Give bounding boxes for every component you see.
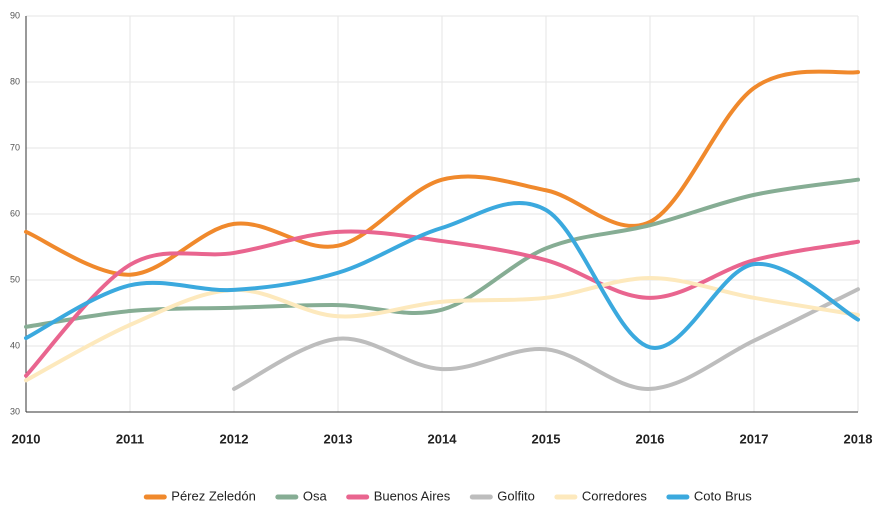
x-tick-label: 2014 [428, 431, 458, 446]
series-line [24, 276, 860, 383]
x-tick-label: 2010 [12, 431, 41, 446]
legend-label: Corredores [582, 488, 648, 503]
x-tick-label: 2011 [116, 431, 144, 446]
series-line [24, 69, 860, 277]
y-tick-label: 70 [10, 142, 20, 152]
y-tick-label: 60 [10, 208, 20, 218]
series-line [232, 287, 860, 391]
legend-label: Osa [303, 488, 328, 503]
y-tick-label: 50 [10, 274, 20, 284]
x-tick-label: 2013 [324, 431, 353, 446]
legend-label: Pérez Zeledón [171, 488, 256, 503]
x-tick-label: 2015 [532, 431, 561, 446]
x-tick-label: 2012 [220, 431, 249, 446]
legend: Pérez Zeledón Osa Buenos Aires Golfito Corre… [143, 488, 752, 503]
x-tick-label: 2017 [740, 431, 769, 446]
y-tick-label: 30 [10, 406, 20, 416]
x-tick-label: 2016 [636, 431, 665, 446]
y-tick-label: 90 [10, 10, 20, 20]
legend-label: Golfito [497, 488, 535, 503]
series-line [24, 200, 860, 350]
y-tick-label: 80 [10, 76, 20, 86]
x-tick-label: 2018 [844, 431, 873, 446]
y-tick-label: 40 [10, 340, 20, 350]
series-line [24, 229, 860, 378]
legend-label: Buenos Aires [374, 488, 451, 503]
legend-label: Coto Brus [694, 488, 752, 503]
